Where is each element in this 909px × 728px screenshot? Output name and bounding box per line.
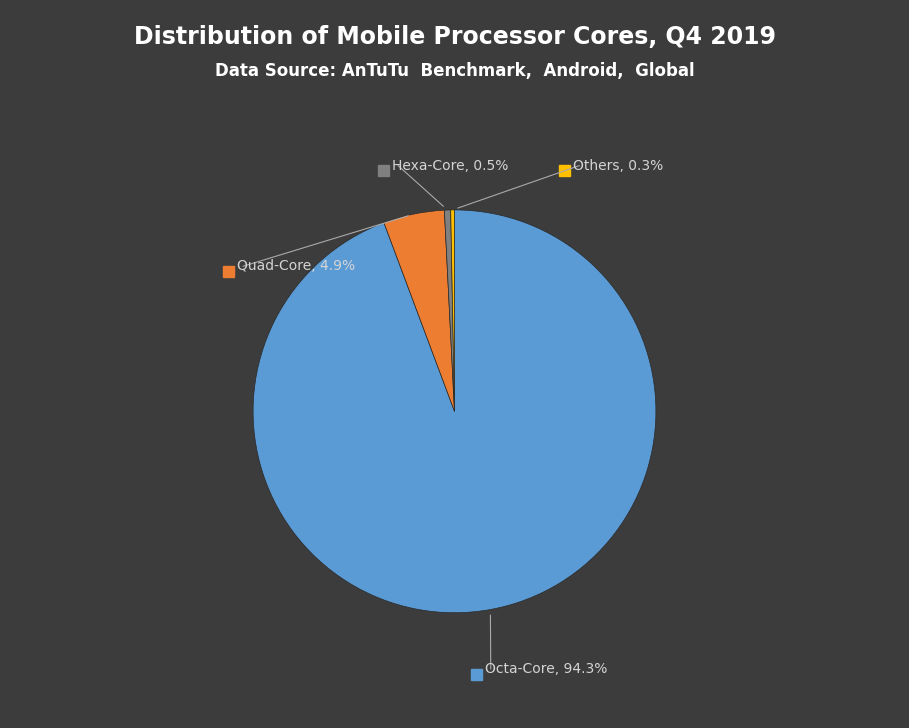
Bar xyxy=(378,165,389,176)
Bar xyxy=(223,266,234,277)
Text: Data Source: AnTuTu  Benchmark,  Android,  Global: Data Source: AnTuTu Benchmark, Android, … xyxy=(215,62,694,80)
Wedge shape xyxy=(253,210,656,613)
Bar xyxy=(471,668,482,680)
Text: Distribution of Mobile Processor Cores, Q4 2019: Distribution of Mobile Processor Cores, … xyxy=(134,25,775,50)
Text: Quad-Core, 4.9%: Quad-Core, 4.9% xyxy=(237,259,355,273)
Bar xyxy=(559,165,570,176)
Text: Others, 0.3%: Others, 0.3% xyxy=(574,159,664,173)
Wedge shape xyxy=(445,210,454,411)
Text: Octa-Core, 94.3%: Octa-Core, 94.3% xyxy=(484,662,607,676)
Wedge shape xyxy=(451,210,454,411)
Text: Hexa-Core, 0.5%: Hexa-Core, 0.5% xyxy=(392,159,508,173)
Wedge shape xyxy=(384,210,454,411)
